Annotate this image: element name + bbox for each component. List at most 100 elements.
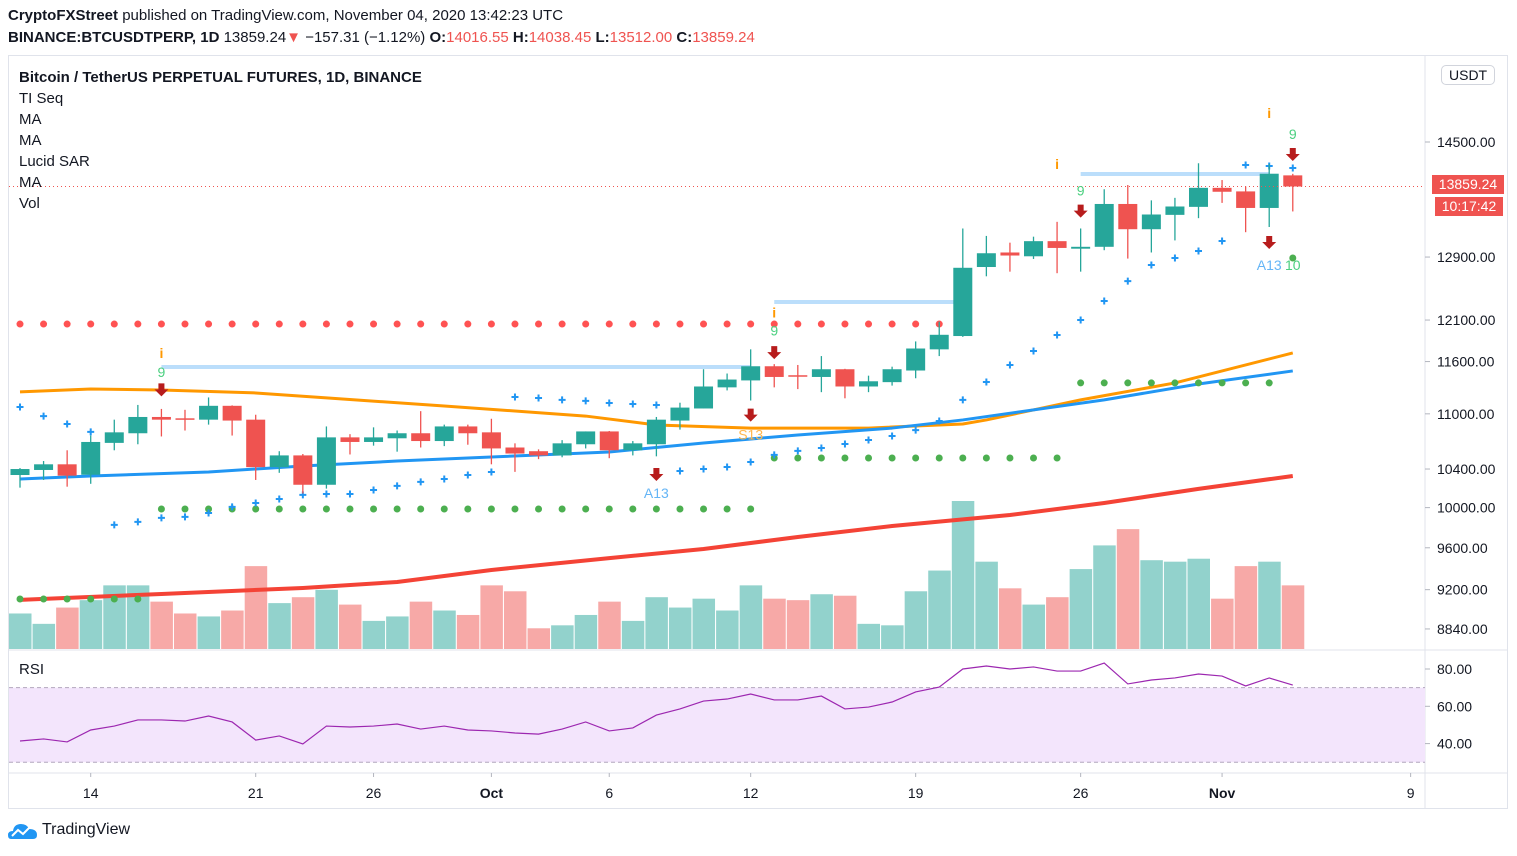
cross-marker [605,399,613,407]
sar-green-dot [1242,379,1250,387]
volume-bar [79,600,103,649]
sar-red-dot [582,320,590,328]
sar-green-dot [1265,379,1273,387]
bar-countdown: 10:17:42 [1435,197,1503,216]
sar-green-dot [700,505,708,513]
legend-item[interactable]: MA [19,111,42,128]
sell-arrow-icon [743,408,758,422]
candle [1094,189,1114,251]
candle-body [411,433,431,442]
volume-bar [173,613,197,649]
legend-item[interactable]: MA [19,132,42,149]
sar-red-dot [63,320,71,328]
rsi-line [19,662,1293,745]
candle-body [458,426,478,434]
sar-red-dot [134,320,142,328]
candle [81,435,101,484]
legend-item[interactable]: MA [19,174,42,191]
candle [458,424,478,445]
price-change: −157.31 (−1.12%) [305,29,426,46]
volume-bar [103,585,126,649]
chart-frame[interactable] [8,55,1508,809]
symbol: BINANCE:BTCUSDTPERP, 1D [8,29,220,46]
volume-bar [1234,566,1258,649]
cross-marker [322,490,330,498]
sar-red-dot [629,320,637,328]
candle [316,426,336,489]
volume-bar [551,625,574,649]
legend-item[interactable]: Vol [19,195,40,212]
low-value: 13512.00 [609,29,673,46]
candle-body [788,375,808,377]
candle [199,397,219,425]
sell-arrow-icon [1073,204,1088,218]
price-tick-label: 11600.00 [1437,354,1495,370]
sar-green-dot [134,595,142,603]
candle [1141,200,1161,253]
volume-bar [56,607,79,649]
candle-body [859,381,879,387]
last-price-label: 13859.24 [1432,175,1504,194]
sar-green-dot [629,505,637,513]
candle-body [953,267,973,337]
candle [599,430,619,459]
sar-red-dot [228,320,236,328]
candle [552,440,572,458]
td-sequential-label: 9 [1289,126,1297,142]
cross-marker [40,412,48,420]
sar-green-dot [370,505,378,513]
sar-green-dot [652,505,660,513]
candle-body [222,405,242,421]
legend-item[interactable]: TI Seq [19,90,64,107]
indicator-legend: Bitcoin / TetherUS PERPETUAL FUTURES, 1D… [19,67,422,214]
cross-marker [417,478,425,486]
sar-red-dot [110,320,118,328]
candle [717,373,737,391]
candle [1047,221,1067,274]
sar-red-dot [487,320,495,328]
candle-body [199,405,219,420]
td-sequential-label: A13 [644,485,669,501]
publisher-name[interactable]: CryptoFXStreet [8,7,119,24]
cross-marker [511,393,519,401]
time-tick-label: 6 [605,785,613,801]
sar-green-dot [841,454,849,462]
tradingview-logo[interactable]: TradingView [8,820,130,840]
sar-green-dot [723,505,731,513]
down-triangle-icon: ▼ [286,29,302,46]
volume-bar [503,591,527,649]
currency-button[interactable]: USDT [1441,65,1496,85]
sar-red-dot [16,320,24,328]
ma-red-line [19,473,1294,602]
candle-body [929,334,949,350]
candle-body [34,464,54,470]
sar-red-dot [181,320,189,328]
sar-red-dot [912,320,920,328]
legend-item[interactable]: Lucid SAR [19,153,90,170]
sar-green-dot [252,505,260,513]
cross-marker [181,513,189,521]
rsi-tick-label: 60.00 [1437,698,1472,714]
candle-body [128,416,148,434]
candle [10,468,30,488]
volume-bar [456,614,480,649]
time-tick-label: Oct [480,785,504,801]
volume-bar [857,623,881,649]
volume-bar [621,620,645,649]
cross-marker [629,400,637,408]
candle [57,450,77,487]
candle-body [1024,241,1044,257]
candle-body [293,455,313,485]
cross-marker [935,417,943,425]
sell-arrow-icon [1262,235,1277,249]
rsi-label[interactable]: RSI [19,661,45,678]
sar-red-dot [346,320,354,328]
volume-bar [1046,597,1069,649]
sell-arrow-icon [767,346,782,360]
sar-green-dot [1195,379,1202,387]
cross-marker [770,451,778,459]
sar-red-dot [770,320,778,328]
sar-green-dot [935,454,943,462]
candle-body [316,437,336,485]
